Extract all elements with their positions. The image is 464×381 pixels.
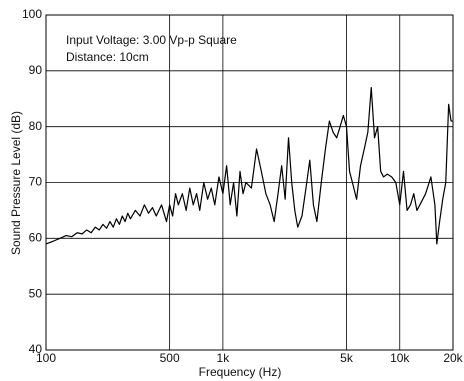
x-tick-label: 20k: [443, 351, 463, 365]
x-tick-label: 100: [36, 351, 56, 365]
y-tick-label: 50: [29, 286, 43, 300]
y-tick-label: 80: [29, 119, 43, 133]
y-axis-label: Sound Pressure Level (dB): [9, 111, 23, 255]
plot-frame: [45, 14, 454, 351]
annotation: Input Voltage: 3.00 Vp-p Square: [66, 33, 237, 47]
y-tick-label: 70: [29, 175, 43, 189]
annotation: Distance: 10cm: [66, 50, 149, 64]
y-tick-label: 100: [22, 7, 42, 21]
x-axis-label: Frequency (Hz): [199, 365, 282, 379]
x-tick-label: 10k: [390, 351, 410, 365]
y-tick-label: 60: [29, 231, 43, 245]
line: [45, 86, 453, 245]
y-tick-label: 90: [29, 63, 43, 77]
y-tick-label: 40: [29, 342, 43, 356]
x-tick-label: 5k: [340, 351, 354, 365]
x-tick-label: 500: [160, 351, 180, 365]
x-tick-label: 1k: [217, 351, 231, 365]
